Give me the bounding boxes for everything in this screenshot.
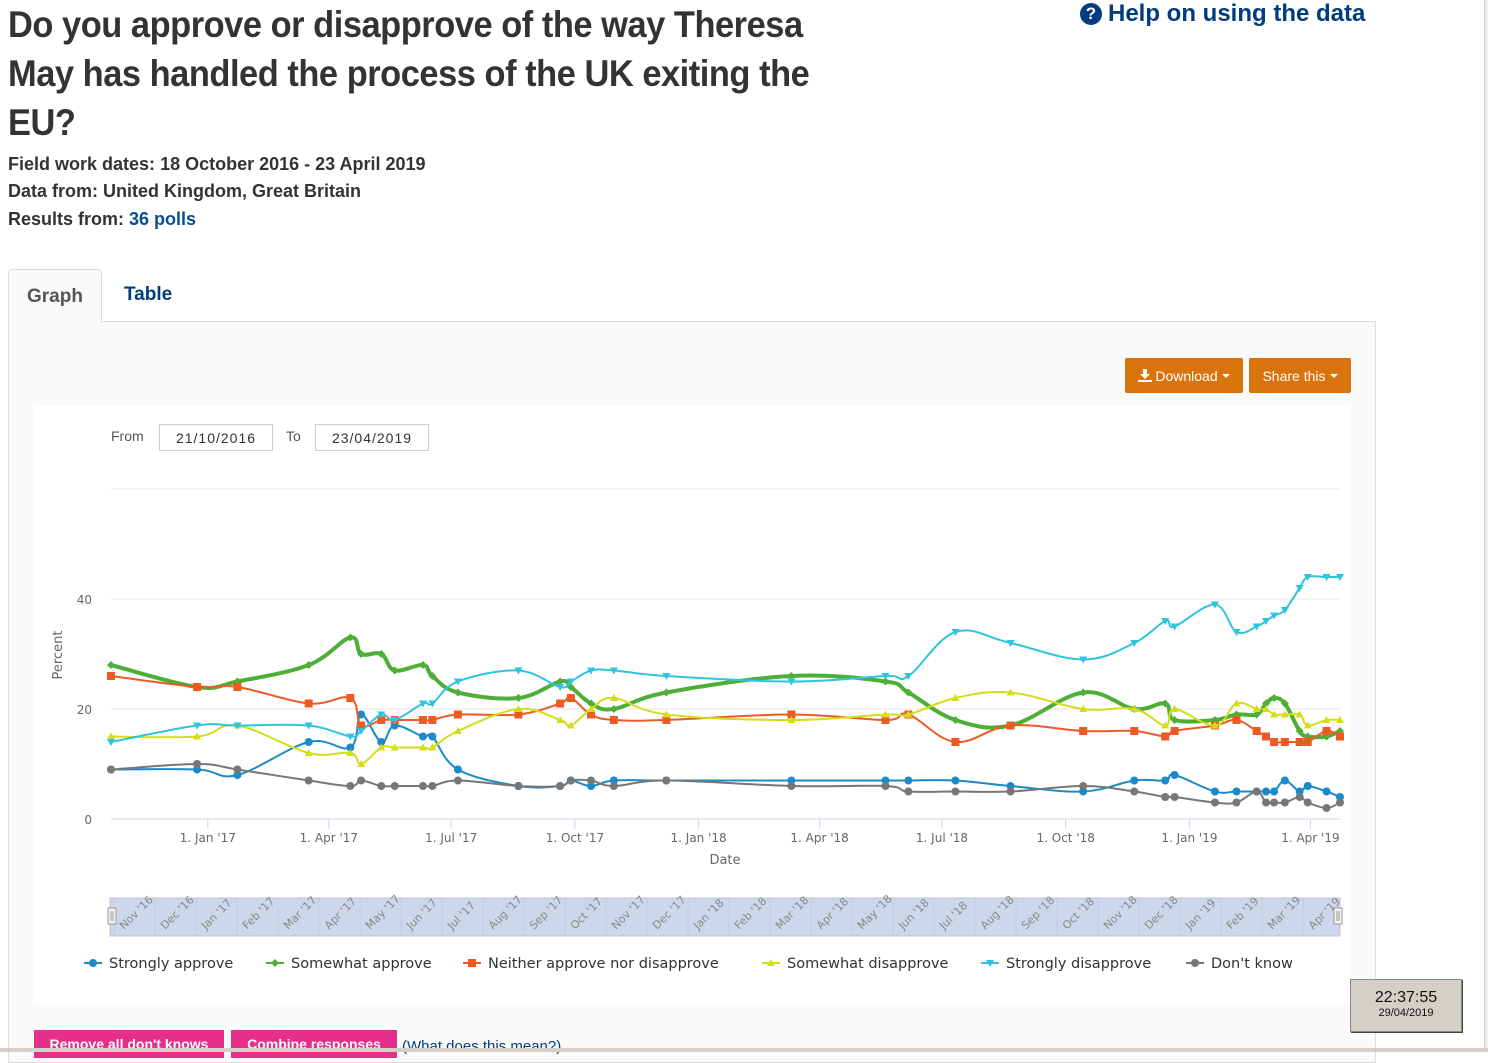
clock-date: 29/04/2019: [1378, 1007, 1434, 1019]
remove-dont-knows-button[interactable]: Remove all don't knows: [34, 1030, 224, 1058]
help-link-label: Help on using the data: [1108, 0, 1366, 27]
fieldwork-label: Field work dates:: [8, 154, 156, 174]
results-label: Results from:: [8, 209, 125, 229]
range-from-input[interactable]: 21/10/2016: [159, 424, 273, 451]
range-to-label: To: [286, 428, 301, 444]
download-button[interactable]: Download: [1125, 358, 1243, 393]
tab-table[interactable]: Table: [123, 284, 173, 305]
download-icon: [1138, 369, 1153, 382]
caret-down-icon: [1329, 373, 1338, 378]
caret-down-icon: [1221, 373, 1230, 378]
fieldwork-dates: Field work dates: 18 October 2016 - 23 A…: [8, 154, 426, 175]
data-from-value: United Kingdom, Great Britain: [103, 181, 362, 201]
taskbar-edge: [0, 1048, 1488, 1052]
results-from: Results from: 36 polls: [8, 209, 196, 230]
combine-responses-button[interactable]: Combine responses: [231, 1030, 397, 1058]
share-button[interactable]: Share this: [1249, 358, 1351, 393]
help-link[interactable]: ? Help on using the data: [1080, 0, 1365, 28]
range-to-input[interactable]: 23/04/2019: [315, 424, 429, 451]
download-label: Download: [1155, 367, 1218, 384]
share-label: Share this: [1262, 367, 1326, 384]
page-title: Do you approve or disapprove of the way …: [8, 4, 810, 143]
tab-graph[interactable]: Graph: [8, 269, 102, 323]
window-scrollbar[interactable]: [1484, 0, 1488, 1052]
clock-time: 22:37:55: [1374, 989, 1438, 1006]
what-does-this-mean-link[interactable]: (What does this mean?): [402, 1038, 562, 1055]
view-tabs: Graph Table: [8, 269, 190, 323]
data-from-label: Data from:: [8, 181, 99, 201]
polls-link[interactable]: 36 polls: [129, 209, 197, 229]
question-circle-icon: ?: [1080, 3, 1102, 25]
chart-container: [34, 406, 1350, 1004]
system-clock: 22:37:55 29/04/2019: [1350, 979, 1462, 1032]
data-from: Data from: United Kingdom, Great Britain: [8, 181, 361, 202]
range-from-label: From: [111, 428, 144, 444]
fieldwork-value: 18 October 2016 - 23 April 2019: [160, 154, 426, 174]
